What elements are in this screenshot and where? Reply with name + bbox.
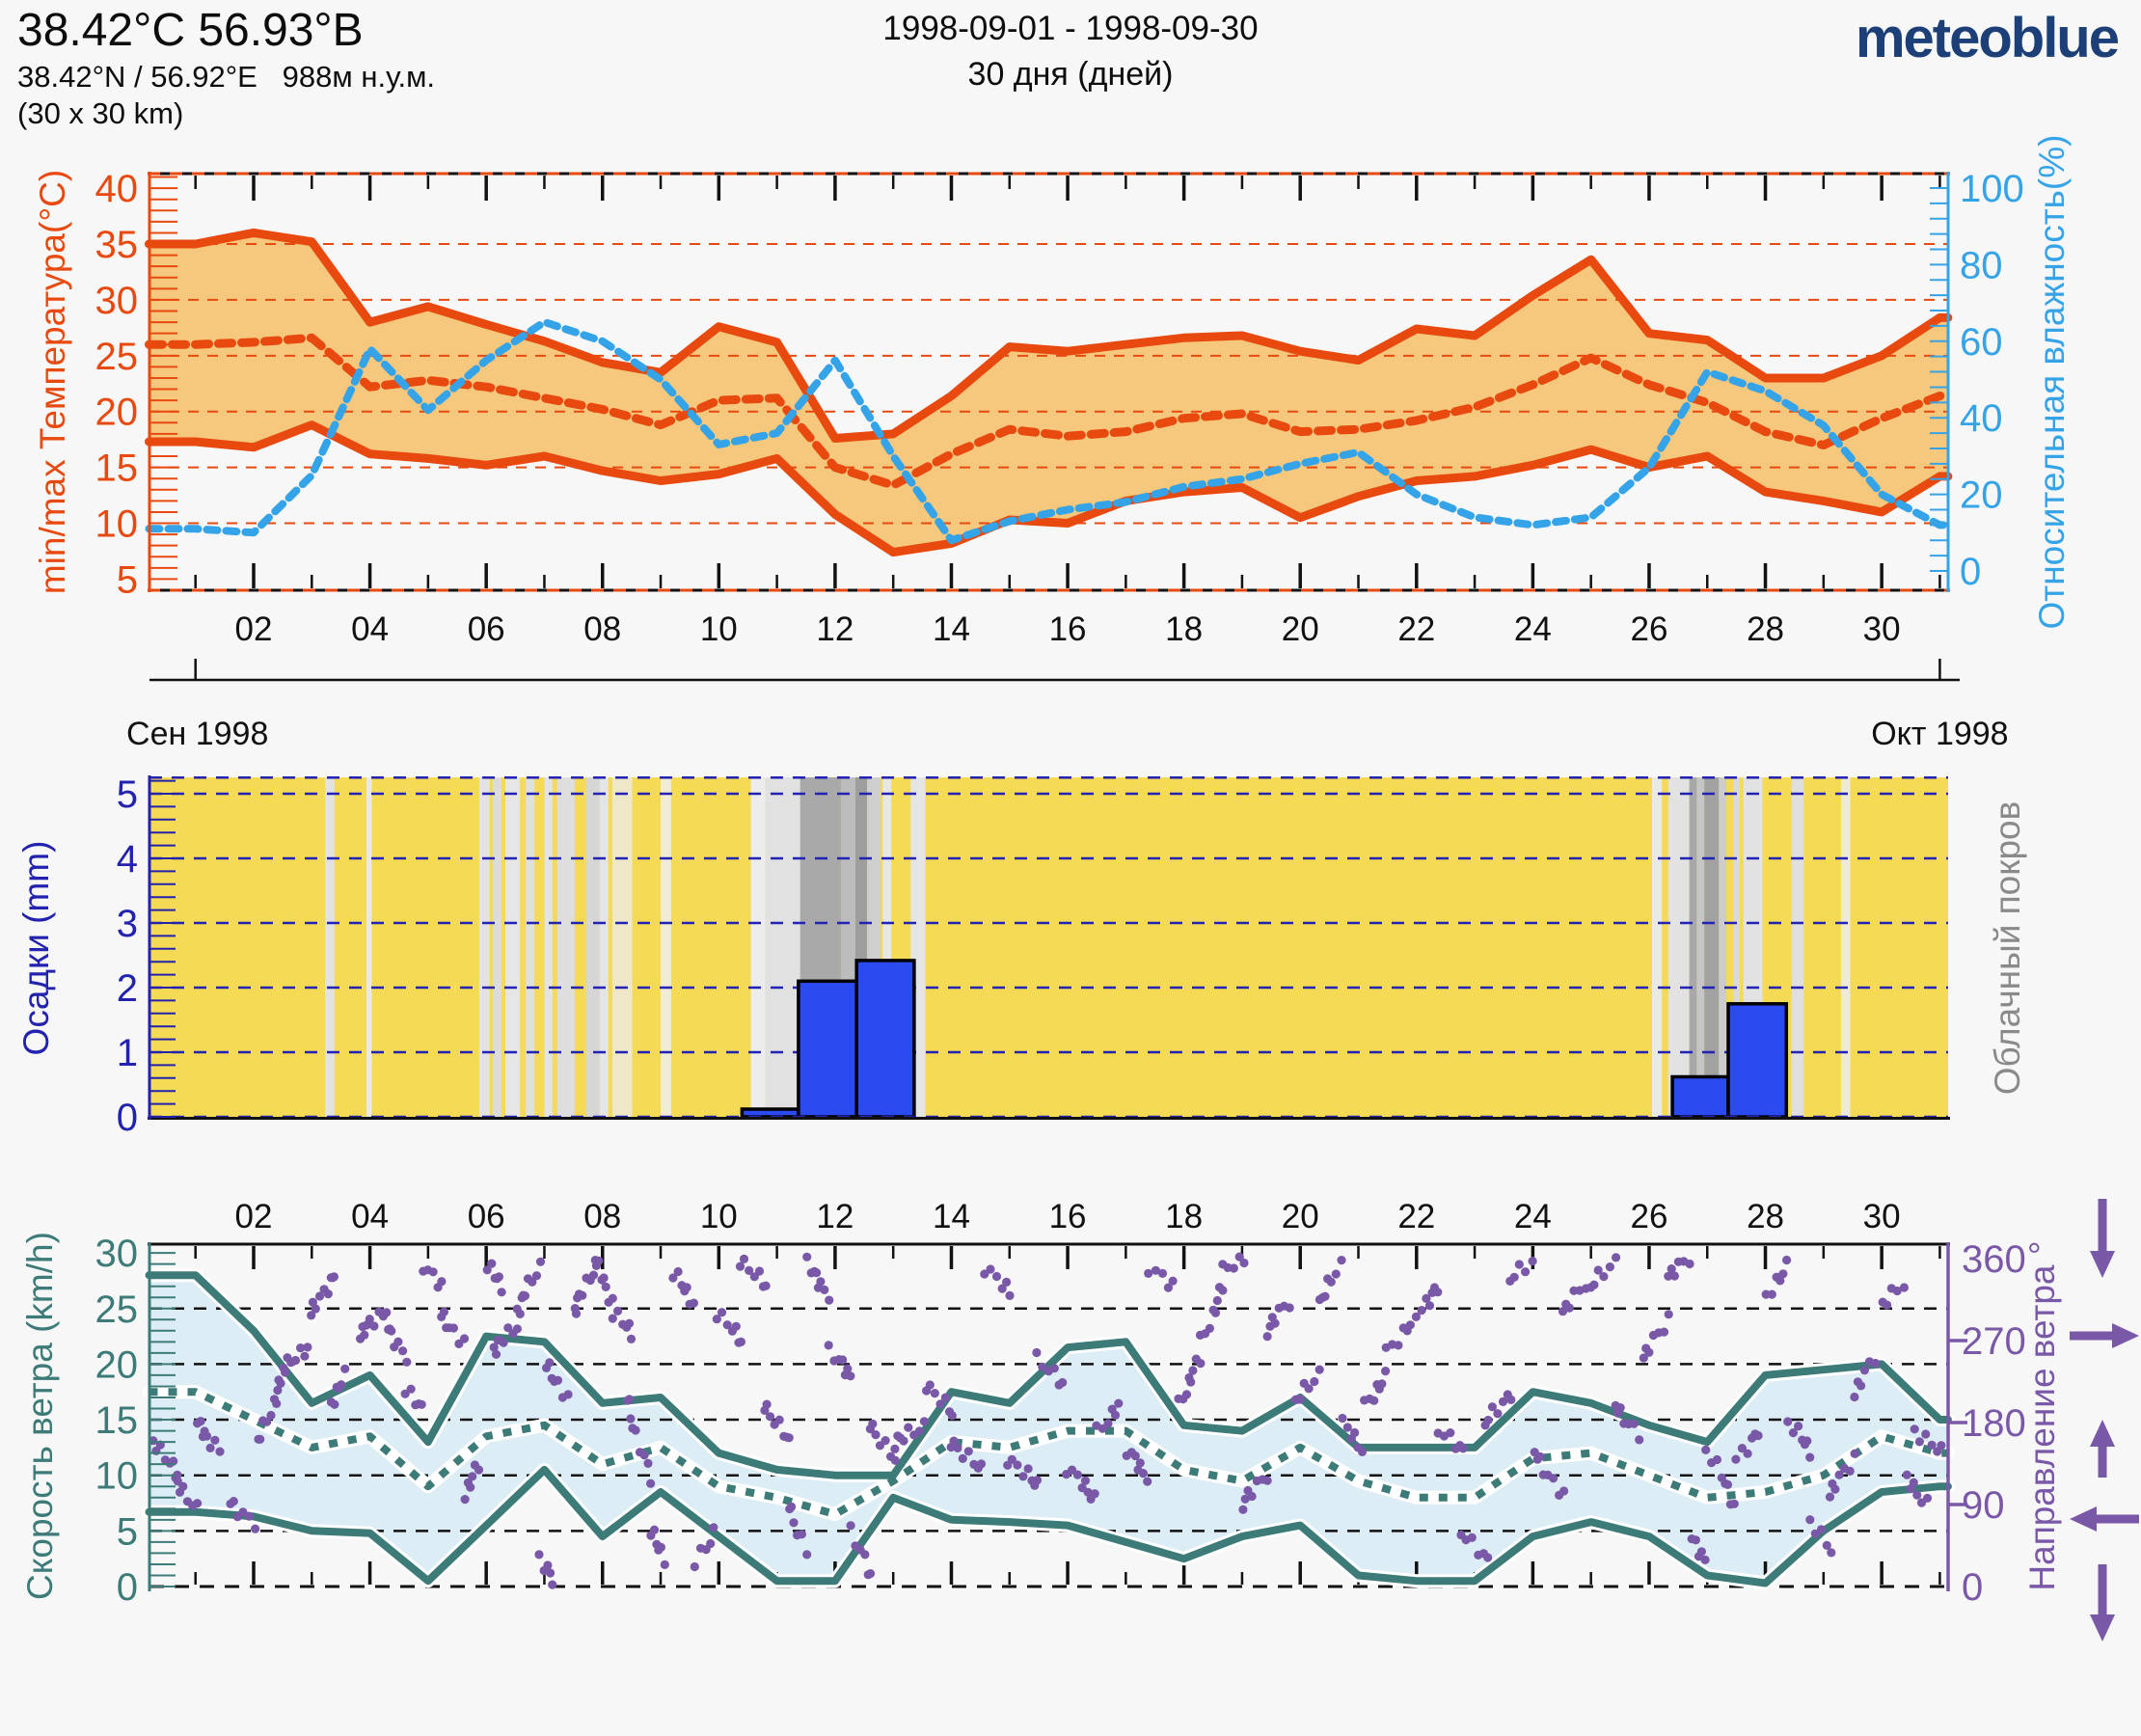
svg-text:04: 04 bbox=[351, 1198, 389, 1235]
svg-text:14: 14 bbox=[933, 610, 970, 648]
svg-text:35: 35 bbox=[95, 224, 139, 266]
svg-text:5: 5 bbox=[117, 1510, 138, 1553]
svg-text:28: 28 bbox=[1747, 1198, 1784, 1235]
svg-text:3: 3 bbox=[117, 903, 138, 945]
header-center: 1998-09-01 - 1998-09-30 30 дня (дней) bbox=[0, 10, 2141, 94]
svg-text:24: 24 bbox=[1514, 610, 1552, 648]
svg-text:0: 0 bbox=[117, 1566, 138, 1609]
svg-text:Сен 1998: Сен 1998 bbox=[126, 716, 268, 752]
svg-text:16: 16 bbox=[1049, 1198, 1087, 1235]
svg-text:12: 12 bbox=[816, 610, 854, 648]
svg-text:90: 90 bbox=[1962, 1484, 2005, 1527]
svg-text:04: 04 bbox=[351, 610, 389, 648]
svg-text:30: 30 bbox=[1863, 1198, 1901, 1235]
svg-text:06: 06 bbox=[468, 1198, 505, 1235]
grid-cell-size: (30 x 30 km) bbox=[17, 96, 184, 130]
svg-text:02: 02 bbox=[235, 610, 273, 648]
svg-text:0: 0 bbox=[1960, 551, 1981, 593]
svg-text:24: 24 bbox=[1514, 1198, 1552, 1235]
svg-text:0: 0 bbox=[1962, 1566, 1983, 1609]
svg-text:360: 360 bbox=[1962, 1238, 2026, 1281]
svg-text:80: 80 bbox=[1960, 244, 2003, 286]
svg-text:20: 20 bbox=[1282, 1198, 1319, 1235]
date-range: 1998-09-01 - 1998-09-30 bbox=[882, 10, 1259, 47]
svg-text:15: 15 bbox=[95, 1399, 139, 1442]
wind-speed-axis-title: Скорость ветра (km/h) bbox=[20, 1232, 60, 1600]
svg-text:180: 180 bbox=[1962, 1402, 2026, 1445]
svg-text:60: 60 bbox=[1960, 321, 2003, 364]
svg-text:06: 06 bbox=[468, 610, 505, 648]
svg-text:40: 40 bbox=[95, 168, 139, 210]
svg-text:10: 10 bbox=[700, 1198, 738, 1235]
svg-text:26: 26 bbox=[1630, 610, 1667, 648]
svg-text:100: 100 bbox=[1960, 168, 2024, 210]
location-coordinates: 38.42°N / 56.92°E 988м н.у.м. bbox=[17, 60, 436, 94]
svg-text:25: 25 bbox=[95, 1288, 139, 1331]
svg-text:30: 30 bbox=[1863, 610, 1901, 648]
svg-text:20: 20 bbox=[1282, 610, 1319, 648]
svg-text:12: 12 bbox=[816, 1198, 854, 1235]
svg-text:1: 1 bbox=[117, 1032, 138, 1074]
svg-text:08: 08 bbox=[583, 610, 621, 648]
svg-text:25: 25 bbox=[95, 336, 139, 378]
svg-text:14: 14 bbox=[933, 1198, 970, 1235]
duration-label: 30 дня (дней) bbox=[967, 56, 1174, 93]
svg-text:5: 5 bbox=[117, 558, 138, 601]
svg-text:18: 18 bbox=[1165, 610, 1203, 648]
svg-text:270: 270 bbox=[1962, 1320, 2026, 1363]
svg-text:15: 15 bbox=[95, 448, 139, 490]
svg-text:20: 20 bbox=[95, 392, 139, 434]
svg-text:30: 30 bbox=[95, 280, 139, 322]
svg-text:22: 22 bbox=[1397, 1198, 1435, 1235]
svg-text:2: 2 bbox=[117, 967, 138, 1010]
svg-text:5: 5 bbox=[117, 773, 138, 816]
svg-text:20: 20 bbox=[95, 1343, 139, 1386]
svg-text:28: 28 bbox=[1747, 610, 1784, 648]
svg-text:10: 10 bbox=[95, 1455, 139, 1498]
svg-text:22: 22 bbox=[1397, 610, 1435, 648]
humidity-axis-title: Относительная влажность(%) bbox=[2032, 134, 2072, 630]
svg-text:4: 4 bbox=[117, 838, 138, 881]
meteoblue-logo: meteoblue bbox=[1855, 7, 2120, 69]
svg-text:40: 40 bbox=[1960, 397, 2003, 440]
location-title: 38.42°C 56.93°B bbox=[17, 5, 364, 56]
svg-text:08: 08 bbox=[583, 1198, 621, 1235]
svg-text:10: 10 bbox=[95, 503, 139, 546]
svg-text:Окт 1998: Окт 1998 bbox=[1871, 716, 2008, 752]
svg-text:10: 10 bbox=[700, 610, 738, 648]
wind-direction-axis-title: Направление ветра ° bbox=[2022, 1240, 2062, 1591]
svg-text:18: 18 bbox=[1165, 1198, 1203, 1235]
svg-text:02: 02 bbox=[235, 1198, 273, 1235]
svg-text:30: 30 bbox=[95, 1233, 139, 1275]
svg-text:0: 0 bbox=[117, 1097, 138, 1139]
svg-text:16: 16 bbox=[1049, 610, 1087, 648]
svg-text:26: 26 bbox=[1630, 1198, 1667, 1235]
svg-text:20: 20 bbox=[1960, 475, 2003, 517]
